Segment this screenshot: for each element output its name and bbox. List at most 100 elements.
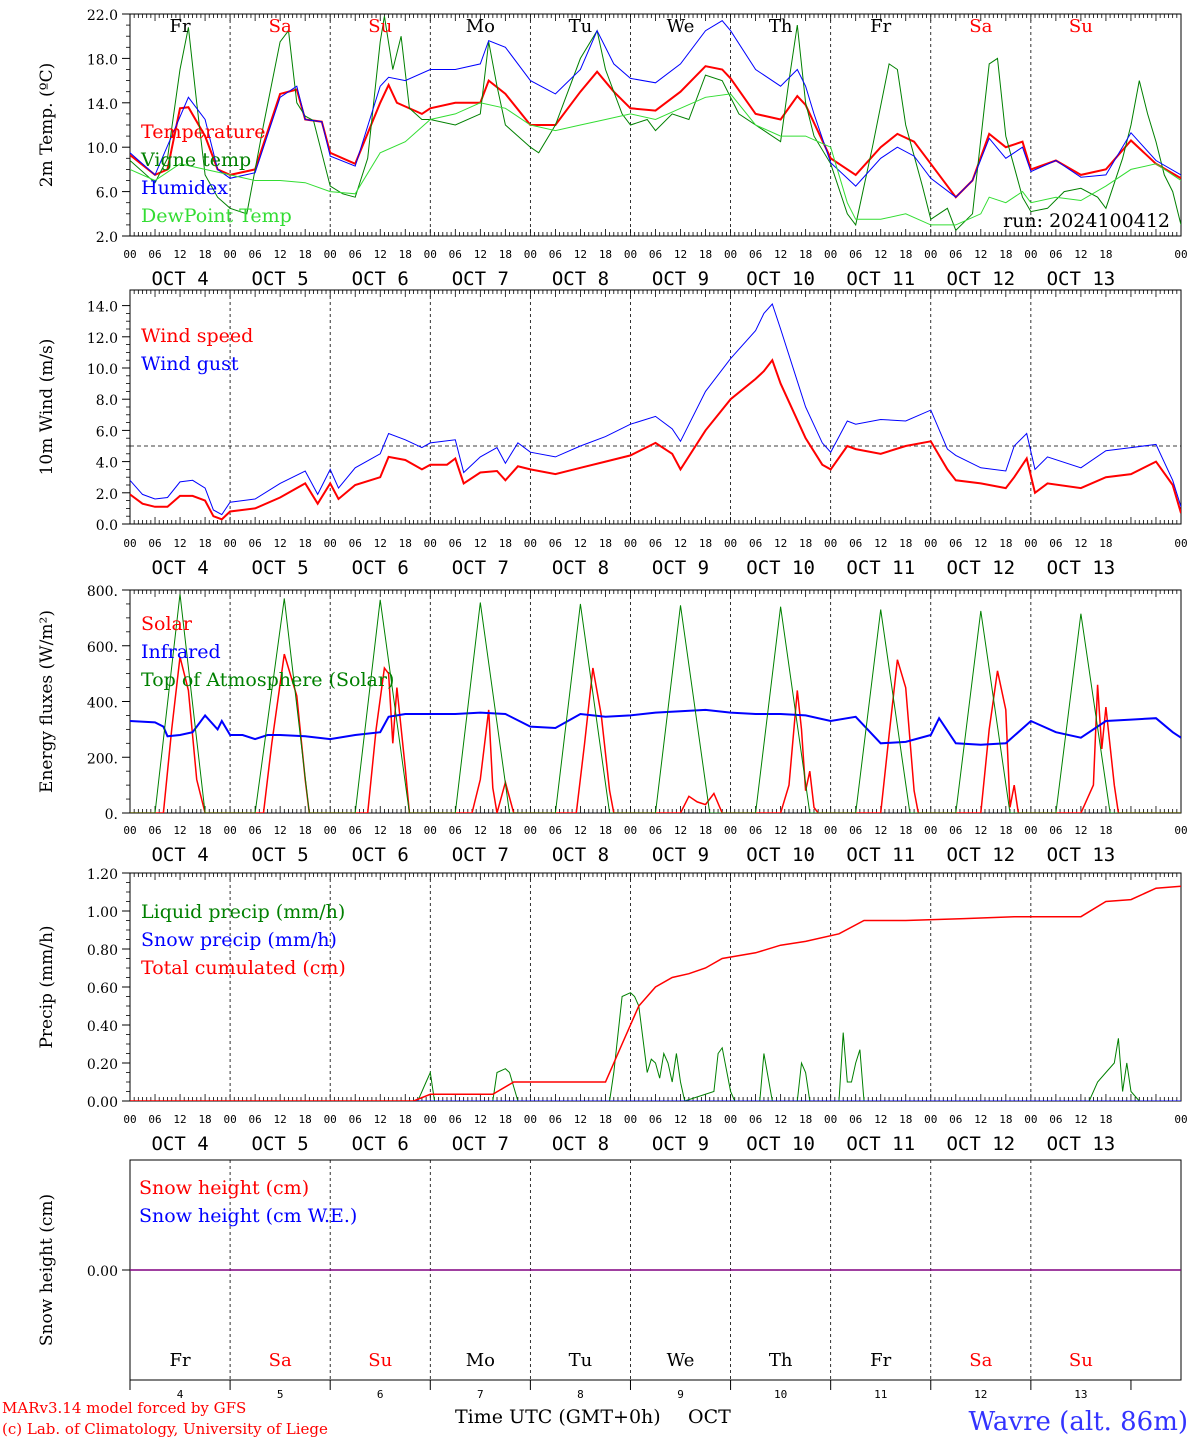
hour-label: 18 [799,248,812,261]
hour-label: 12 [574,537,587,550]
weekday-label: Su [1069,1350,1093,1371]
y-axis-title: Energy fluxes (W/m²) [37,610,57,793]
hour-label: 18 [499,248,512,261]
weekday-label: Su [368,16,392,37]
hour-label: 18 [599,824,612,837]
y-tick-label: 8.0 [96,393,118,409]
hour-label: 12 [274,537,287,550]
date-label: OCT 11 [846,268,915,290]
date-label: OCT 4 [151,844,208,866]
date-label: OCT 10 [746,557,815,579]
legend-entry: DewPoint Temp [141,205,292,227]
hour-label: 06 [349,824,362,837]
hour-label: 00 [524,537,537,550]
hour-label: 12 [1074,248,1087,261]
y-tick-label: 0. [105,807,118,823]
hour-label: 06 [148,537,161,550]
x-axis-title: Time UTC (GMT+0h) [455,1406,661,1428]
hour-label: 18 [299,824,312,837]
date-label: OCT 13 [1047,557,1116,579]
x-minor-ticks [129,14,1182,236]
legend-entry: Top of Atmosphere (Solar) [141,669,394,691]
date-label: OCT 8 [552,268,609,290]
legend-entry: Snow height (cm W.E.) [139,1205,357,1227]
hour-label: 12 [974,248,987,261]
hour-label: 00 [223,537,236,550]
hour-label: 18 [399,824,412,837]
hour-label: 12 [374,537,387,550]
station-name: Wavre (alt. 86m) [968,1407,1188,1437]
hour-label: 12 [474,824,487,837]
hour-label: 00 [324,824,337,837]
hour-label: 00 [123,248,136,261]
hour-label: 00 [924,537,937,550]
hour-label: 18 [599,1113,612,1126]
hour-label: 06 [649,248,662,261]
legend-entry: Vigne temp [140,149,251,171]
hour-label: 18 [299,1113,312,1126]
credit-line-1: MARv3.14 model forced by GFS [2,1399,246,1417]
hour-label: 06 [849,824,862,837]
hour-label: 12 [774,537,787,550]
hour-label: 12 [974,824,987,837]
hour-label: 06 [449,1113,462,1126]
legend-entry: Liquid precip (mm/h) [141,901,345,923]
y-tick-label: 22.0 [87,8,118,24]
hour-label: 18 [699,537,712,550]
y-tick-label: 0.20 [87,1057,118,1073]
weekday-label: Mo [466,1350,495,1371]
hour-label: 06 [148,248,161,261]
hour-label: 18 [699,1113,712,1126]
hour-label: 06 [1049,1113,1062,1126]
hour-label: 12 [574,1113,587,1126]
weekday-label: Sa [269,1350,292,1371]
hour-label: 06 [549,248,562,261]
y-tick-label: 14.0 [87,300,118,316]
hour-label: 00 [324,1113,337,1126]
hour-label: 18 [899,1113,912,1126]
date-label: OCT 7 [452,557,509,579]
hour-label: 00 [724,248,737,261]
y-tick-label: 0.80 [87,943,118,959]
hour-label: 00 [924,1113,937,1126]
hour-label: 06 [1049,824,1062,837]
hour-label: 18 [599,537,612,550]
hour-label: 18 [198,824,211,837]
hour-label: 06 [549,537,562,550]
hour-label: 00 [223,1113,236,1126]
hour-label: 00 [1024,1113,1037,1126]
hour-label: 18 [299,248,312,261]
weekday-label: Fr [870,16,891,37]
hour-label: 06 [349,537,362,550]
y-tick-label: 0.00 [87,1264,118,1280]
hour-label: 00 [624,824,637,837]
hour-label: 06 [148,824,161,837]
hour-label: 00 [223,248,236,261]
date-label: OCT 6 [352,1133,409,1155]
hour-label: 06 [349,1113,362,1126]
y-tick-label: 4.0 [96,456,118,472]
hour-label: 12 [1074,537,1087,550]
date-label: OCT 9 [652,268,709,290]
day-number-label: 7 [477,1388,484,1401]
hour-label: 06 [749,537,762,550]
weekday-label: Fr [170,16,191,37]
hour-label: 00 [123,1113,136,1126]
series-line-wind-speed [130,358,1181,521]
y-tick-label: 18.0 [87,52,118,68]
day-number-label: 8 [577,1388,584,1401]
hour-label: 06 [849,248,862,261]
hour-label: 18 [699,824,712,837]
legend-entry: Snow precip (mm/h) [141,929,337,951]
hour-label: 06 [248,248,261,261]
date-label: OCT 12 [946,844,1015,866]
hour-label: 18 [499,824,512,837]
day-number-label: 10 [774,1388,787,1401]
hour-label: 00 [1174,248,1187,261]
y-tick-label: 1.00 [87,905,118,921]
hour-label: 18 [198,537,211,550]
panel-wind: 0.0 2.0 4.0 6.0 8.0 10.0 12.0 14.0 10m Wind (m/s… [37,289,1188,579]
hour-label: 18 [299,537,312,550]
y-tick-label: 2.0 [96,487,118,503]
hour-label: 18 [999,248,1012,261]
